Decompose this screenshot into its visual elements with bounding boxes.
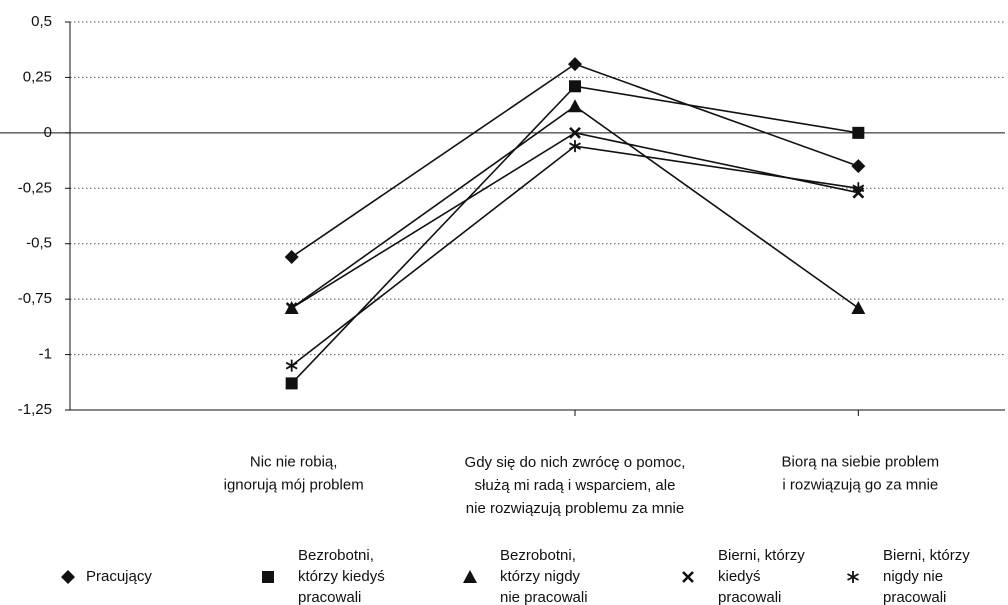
- legend-label: Bierni, którzy nigdy nie pracowali: [883, 547, 970, 605]
- marker: [61, 570, 75, 584]
- legend-label: Bierni, którzy kiedyś pracowali: [718, 547, 805, 605]
- legend-label: Bezrobotni, którzy kiedyś pracowali: [298, 547, 385, 605]
- marker: [262, 571, 274, 583]
- y-tick-label: 0: [44, 124, 52, 141]
- marker: [284, 250, 299, 265]
- marker: [285, 377, 298, 390]
- y-tick-label: -0,75: [18, 290, 52, 307]
- series-line: [291, 132, 859, 309]
- marker: [569, 140, 581, 153]
- y-tick-label: 0,5: [31, 13, 52, 30]
- legend-label: Pracujący: [86, 568, 152, 585]
- marker: [568, 57, 582, 72]
- marker: [852, 182, 865, 195]
- marker: [682, 571, 694, 583]
- x-tick-label: Gdy się do nich zwrócę o pomoc, służą mi …: [465, 454, 686, 517]
- marker: [851, 159, 866, 174]
- y-tick-label: -1: [39, 346, 52, 363]
- legend-label: Bezrobotni, którzy nigdy nie pracowali: [500, 547, 588, 605]
- marker: [847, 571, 859, 583]
- y-tick-label: -0,25: [18, 179, 52, 196]
- x-tick-label: Biorą na siebie problem i rozwiązują go z…: [782, 453, 940, 493]
- marker: [569, 80, 581, 93]
- series-line: [291, 105, 859, 309]
- marker: [569, 126, 581, 139]
- y-tick-label: 0,25: [23, 68, 52, 85]
- series-line: [291, 63, 859, 258]
- marker: [285, 302, 298, 314]
- marker: [285, 359, 298, 372]
- marker: [463, 570, 477, 583]
- marker: [568, 99, 582, 113]
- y-tick-label: -0,5: [26, 235, 52, 252]
- series-line: [291, 85, 859, 384]
- y-tick-label: -1,25: [18, 401, 52, 418]
- marker: [851, 301, 866, 315]
- x-tick-label: Nic nie robią, ignorują mój problem: [224, 453, 364, 493]
- marker: [852, 126, 865, 139]
